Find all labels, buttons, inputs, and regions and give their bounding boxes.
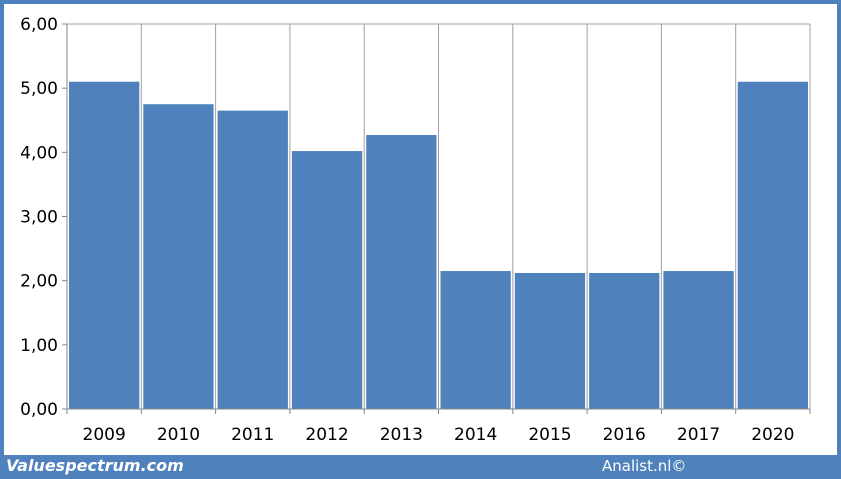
bar	[663, 271, 734, 409]
axes	[62, 23, 811, 414]
y-tick-label: 1,00	[20, 336, 58, 356]
grid-lines	[66, 23, 811, 409]
y-tick-label: 6,00	[20, 15, 58, 35]
x-tick-label: 2014	[454, 425, 497, 445]
bar	[291, 151, 363, 410]
bar	[737, 81, 808, 409]
analist-credit: Analist.nl©	[602, 457, 687, 475]
y-tick-label: 2,00	[20, 272, 58, 292]
x-tick-label: 2009	[83, 425, 126, 445]
x-tick-label: 2011	[231, 425, 274, 445]
y-tick-label: 0,00	[20, 400, 58, 420]
y-tick-label: 3,00	[20, 208, 58, 228]
x-tick-label: 2012	[305, 425, 348, 445]
bar	[143, 104, 214, 409]
bar	[514, 272, 586, 409]
x-tick-label: 2016	[603, 425, 646, 445]
y-tick-label: 4,00	[20, 143, 58, 163]
tick-labels: 0,00 1,00 2,00 3,00 4,00 5,00 6,00 2009 2010 2011…	[20, 15, 794, 445]
bar	[440, 271, 511, 409]
bars	[69, 81, 808, 410]
y-tick-label: 5,00	[20, 79, 58, 99]
bar	[366, 135, 437, 409]
valuespectrum-watermark: Valuespectrum.com	[6, 456, 184, 475]
bar	[69, 81, 140, 409]
x-tick-label: 2010	[157, 425, 200, 445]
x-tick-label: 2017	[677, 425, 720, 445]
x-tick-label: 2020	[751, 425, 794, 445]
bar	[217, 110, 288, 409]
x-tick-label: 2013	[380, 425, 423, 445]
x-tick-label: 2015	[528, 425, 571, 445]
bar	[589, 272, 660, 409]
